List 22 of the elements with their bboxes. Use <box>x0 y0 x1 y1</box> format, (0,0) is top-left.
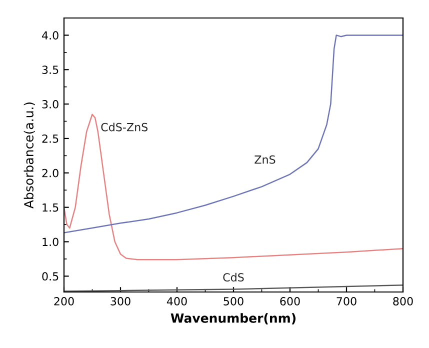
y-tick-label: 2.5 <box>42 134 58 143</box>
x-tick-label: 200 <box>54 297 74 306</box>
y-tick-label: 0.5 <box>42 272 58 281</box>
y-tick-label: 1.0 <box>42 238 58 246</box>
x-tick-label: 600 <box>280 297 300 306</box>
line-series <box>64 34 403 234</box>
series-label: CdS <box>223 272 244 282</box>
y-tick-label: 1.5 <box>42 203 58 212</box>
x-tick-label: 700 <box>336 297 356 306</box>
line-series <box>64 114 403 260</box>
y-tick-label: 3.5 <box>42 66 58 74</box>
x-tick-label: 500 <box>224 297 244 306</box>
x-tick-label: 400 <box>166 297 187 306</box>
x-tick-label: 300 <box>110 297 130 306</box>
y-tick-label: 4.0 <box>42 31 58 40</box>
y-tick-label: 3.0 <box>42 100 58 108</box>
y-tick-label: 2.0 <box>42 168 58 178</box>
series-label: ZnS <box>254 155 276 164</box>
series-label: CdS-ZnS <box>101 122 148 132</box>
y-axis-title: Absorbance(a.u.) <box>24 102 35 208</box>
x-tick-label: 800 <box>393 297 413 306</box>
x-axis-title: Wavenumber(nm) <box>170 313 296 324</box>
